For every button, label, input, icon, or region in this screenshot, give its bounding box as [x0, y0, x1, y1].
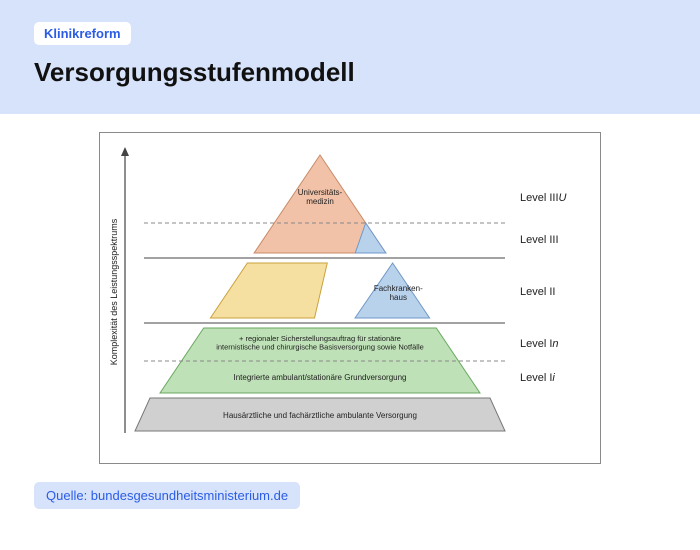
svg-text:+ regionaler Sicherstellungsau: + regionaler Sicherstellungsauftrag für …	[216, 334, 424, 352]
svg-text:Integrierte ambulant/stationär: Integrierte ambulant/stationäre Grundver…	[234, 373, 407, 382]
source-attribution: Quelle: bundesgesundheitsministerium.de	[34, 482, 300, 509]
svg-text:Level In: Level In	[520, 338, 559, 350]
svg-text:Level Ii: Level Ii	[520, 372, 555, 384]
figure-container: Komplexität des Leistungsspektrums Level …	[0, 114, 700, 476]
svg-text:Level III: Level III	[520, 234, 559, 246]
header: Klinikreform Versorgungsstufenmodell	[0, 0, 700, 114]
svg-text:Level II: Level II	[520, 286, 555, 298]
svg-text:Komplexität des Leistungsspekt: Komplexität des Leistungsspektrums	[109, 218, 119, 365]
svg-text:Level IIIU: Level IIIU	[520, 192, 567, 204]
svg-text:Hausärztliche und fachärztlich: Hausärztliche und fachärztliche ambulant…	[223, 411, 417, 420]
pyramid-diagram: Komplexität des Leistungsspektrums Level …	[99, 132, 601, 464]
category-badge: Klinikreform	[34, 22, 131, 45]
page-title: Versorgungsstufenmodell	[34, 57, 666, 88]
